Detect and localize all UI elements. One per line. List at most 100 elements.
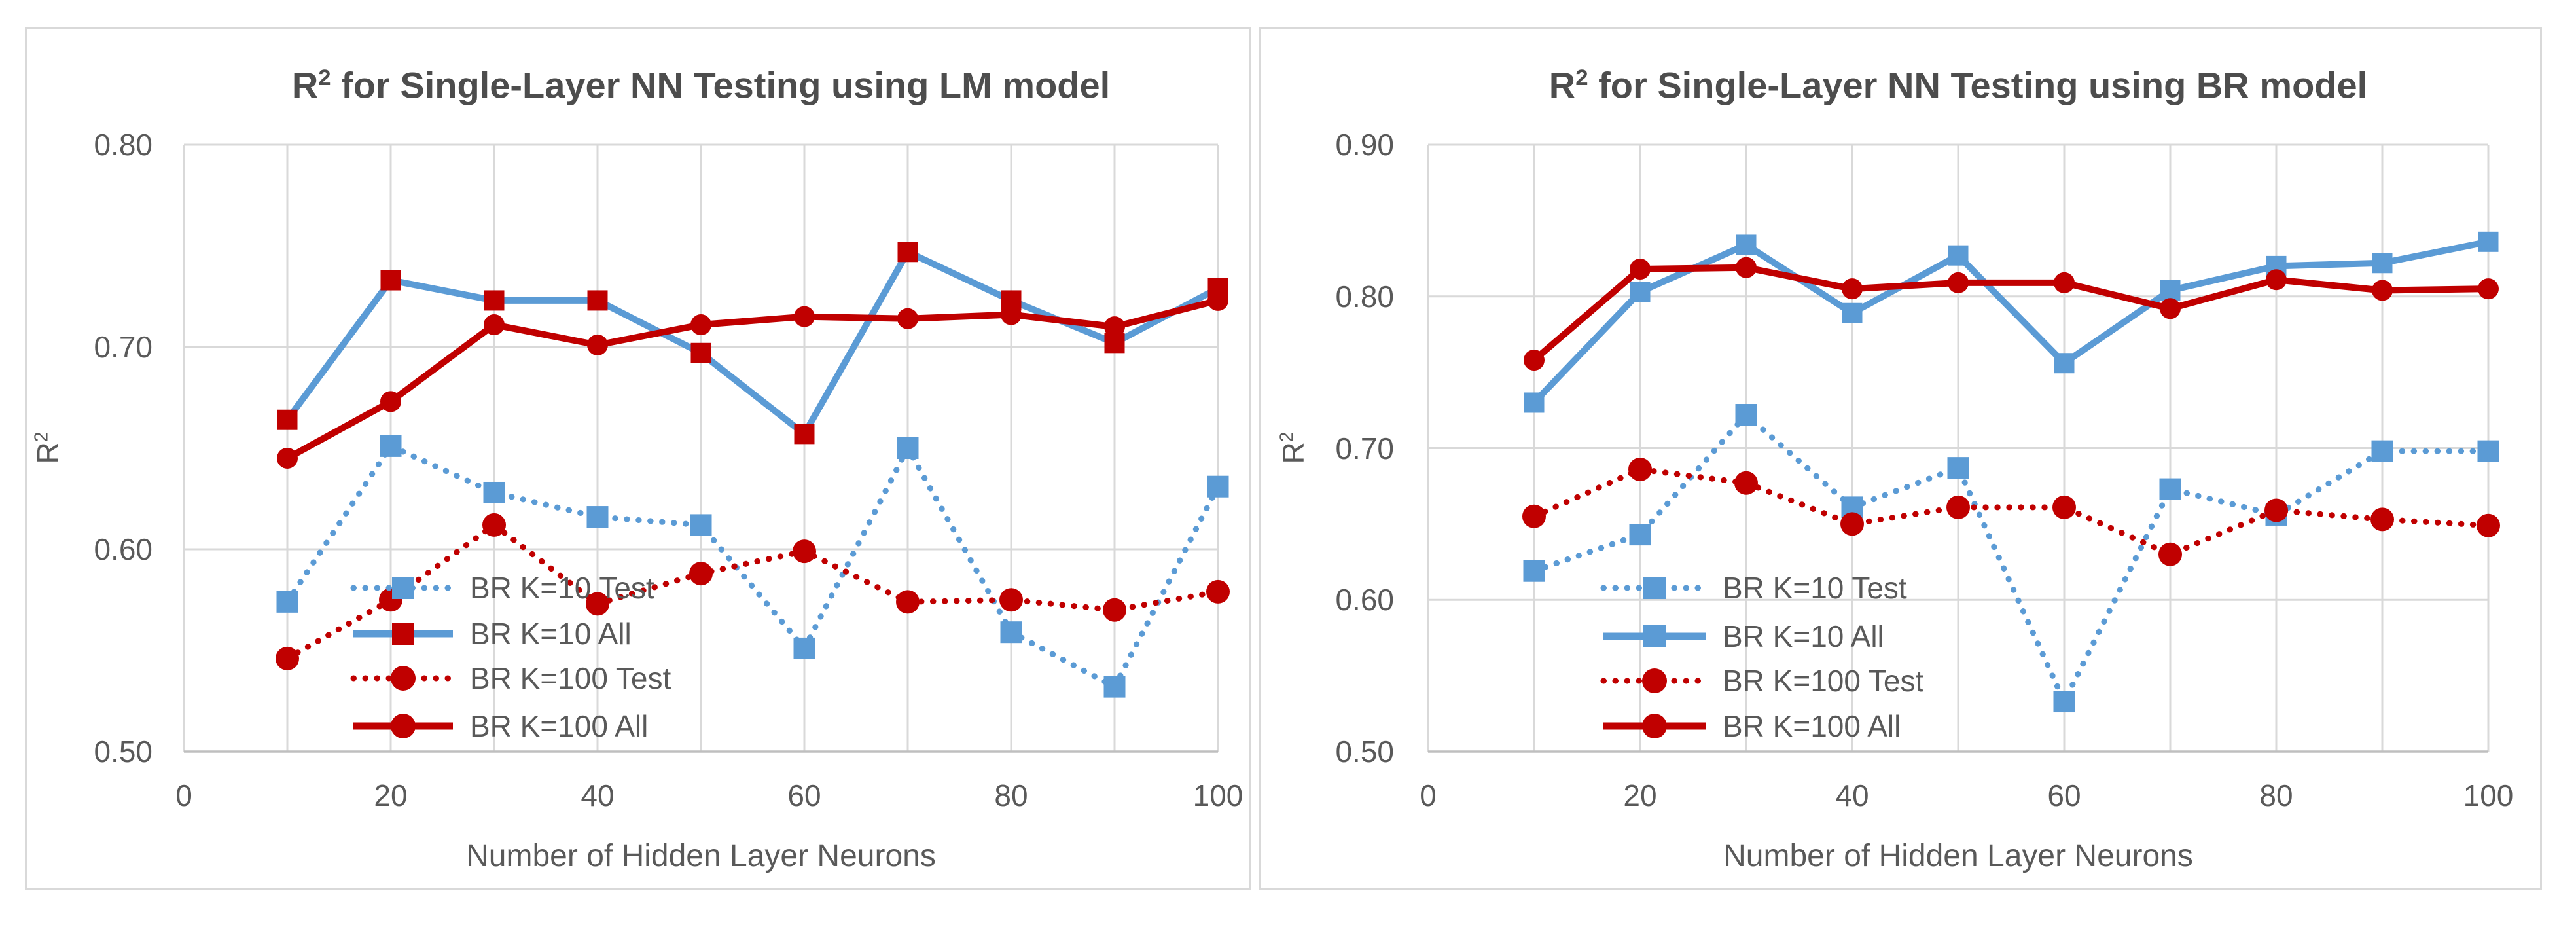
- data-point-marker: [2054, 353, 2075, 374]
- series-line-br-k-100-all: [1531, 264, 2489, 363]
- data-point-marker: [587, 290, 608, 311]
- data-point-marker: [1630, 259, 1651, 280]
- data-point-marker: [380, 391, 401, 412]
- legend-marker: [392, 577, 414, 599]
- data-point-marker: [1104, 316, 1125, 338]
- legend-marker: [1642, 668, 1667, 693]
- data-point-marker: [1208, 289, 1228, 311]
- x-tick-label: 20: [1623, 778, 1657, 812]
- data-point-marker: [2264, 498, 2288, 522]
- data-point-marker: [897, 242, 918, 263]
- data-point-marker: [1840, 512, 1864, 536]
- data-point-marker: [2372, 280, 2393, 301]
- legend-label: BR K=10 All: [470, 617, 632, 651]
- data-point-marker: [586, 592, 609, 616]
- y-tick-label: 0.50: [1335, 735, 1394, 769]
- data-point-marker: [2054, 272, 2075, 293]
- data-point-marker: [896, 590, 920, 614]
- legend-item-br-k-10-all: BR K=10 All: [349, 613, 632, 655]
- data-point-marker: [1103, 598, 1126, 622]
- x-tick-label: 100: [1192, 778, 1243, 812]
- legend-item-br-k-10-test: BR K=10 Test: [349, 567, 654, 609]
- data-point-marker: [1948, 272, 1969, 293]
- legend-label: BR K=10 Test: [1723, 571, 1907, 605]
- legend-label: BR K=100 All: [1723, 709, 1901, 743]
- series-line-br-k-100-all: [285, 297, 1219, 462]
- x-tick-label: 0: [1420, 778, 1437, 812]
- data-point-marker: [587, 334, 608, 355]
- x-tick-label: 80: [994, 778, 1028, 812]
- lm-chart-plot-area: [183, 143, 1230, 753]
- data-point-marker: [586, 506, 609, 528]
- data-point-marker: [2372, 253, 2393, 274]
- data-point-marker: [1735, 404, 1757, 426]
- data-point-marker: [482, 513, 506, 537]
- data-point-marker: [1629, 524, 1651, 546]
- data-point-marker: [1000, 621, 1022, 644]
- chart-panel-br-model: R2 for Single-Layer NN Testing using BR …: [1259, 27, 2542, 890]
- data-point-marker: [1630, 282, 1651, 302]
- legend-sample-dotted-line: [350, 666, 456, 691]
- data-point-marker: [1736, 257, 1757, 278]
- legend-marker: [1643, 625, 1666, 647]
- data-point-marker: [1842, 302, 1863, 323]
- data-point-marker: [1524, 392, 1545, 413]
- series-line-br-k-100-test: [284, 521, 1221, 662]
- x-tick-label: 100: [2463, 778, 2514, 812]
- data-point-marker: [484, 290, 505, 311]
- y-tick-label: 0.80: [94, 128, 152, 162]
- y-tick-label: 0.60: [1335, 583, 1394, 617]
- data-point-marker: [1522, 504, 1546, 528]
- data-point-marker: [794, 306, 815, 327]
- data-point-marker: [2370, 507, 2394, 532]
- data-point-marker: [484, 314, 505, 336]
- data-point-marker: [2371, 440, 2393, 462]
- legend-label: BR K=100 Test: [1723, 664, 1924, 698]
- data-point-marker: [2159, 478, 2181, 500]
- x-tick-label: 40: [581, 778, 615, 812]
- x-tick-label: 40: [1835, 778, 1869, 812]
- data-point-marker: [690, 514, 712, 536]
- data-point-marker: [2477, 513, 2500, 537]
- data-point-marker: [1103, 676, 1126, 698]
- data-point-marker: [999, 588, 1023, 612]
- legend-item-br-k-10-all: BR K=10 All: [1600, 615, 1884, 657]
- chart-panel-lm-model: R2 for Single-Layer NN Testing using LM …: [25, 27, 1251, 890]
- data-point-marker: [1842, 278, 1863, 300]
- y-tick-label: 0.70: [1335, 431, 1394, 465]
- legend-sample-dotted-line: [1600, 577, 1709, 599]
- data-point-marker: [2477, 440, 2499, 462]
- br-chart-plot-area: [1427, 143, 2500, 753]
- legend-item-br-k-100-test: BR K=100 Test: [349, 657, 671, 699]
- data-point-marker: [897, 437, 919, 459]
- series-line-br-k-10-all: [284, 247, 1220, 439]
- lm-y-axis-title: R2: [31, 431, 65, 464]
- data-point-marker: [794, 424, 815, 445]
- x-tick-label: 80: [2259, 778, 2293, 812]
- legend-sample-solid-line: [353, 714, 453, 738]
- data-point-marker: [2160, 280, 2181, 301]
- x-tick-label: 60: [787, 778, 821, 812]
- data-point-marker: [1001, 304, 1022, 325]
- data-point-marker: [483, 481, 505, 503]
- data-point-marker: [277, 409, 298, 430]
- series-line-br-k-10-test: [1531, 410, 2492, 708]
- legend-label: BR K=100 All: [470, 709, 649, 743]
- y-tick-label: 0.60: [94, 532, 152, 566]
- br-x-axis-title: Number of Hidden Layer Neurons: [1723, 839, 2193, 873]
- data-point-marker: [793, 539, 816, 564]
- data-point-marker: [793, 637, 815, 659]
- data-point-marker: [1948, 245, 1969, 266]
- x-tick-label: 20: [374, 778, 408, 812]
- data-point-marker: [2158, 542, 2182, 566]
- legend-sample-solid-line: [1603, 625, 1706, 647]
- data-point-marker: [1734, 471, 1758, 495]
- legend-marker: [1642, 714, 1667, 738]
- data-point-marker: [1524, 350, 1545, 371]
- data-point-marker: [277, 447, 298, 469]
- legend-sample-dotted-line: [350, 577, 456, 599]
- legend-item-br-k-100-test: BR K=100 Test: [1600, 660, 1923, 702]
- data-point-marker: [1628, 457, 1652, 481]
- legend-marker: [1643, 577, 1666, 599]
- data-point-marker: [380, 435, 402, 457]
